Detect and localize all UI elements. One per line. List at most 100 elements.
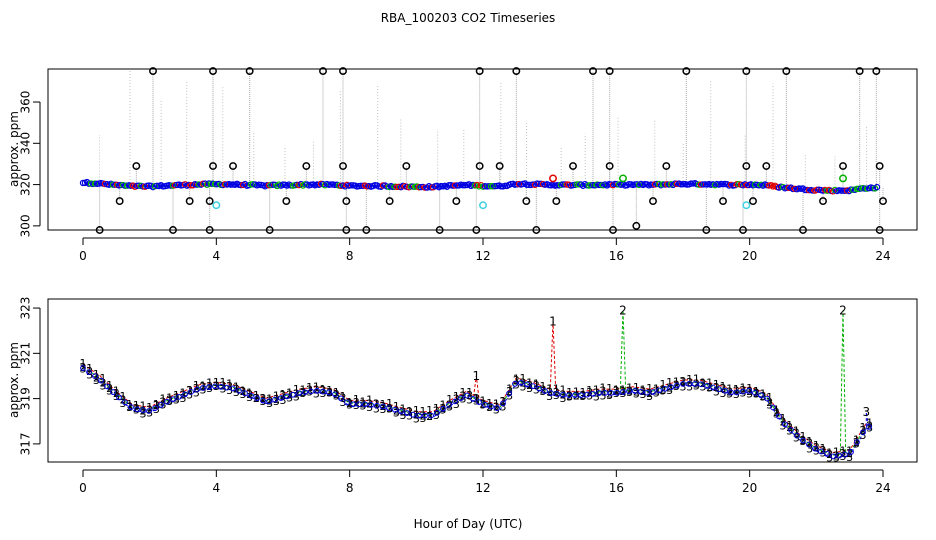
bottom-x-tick-label: 20 — [742, 481, 757, 495]
bottom-point-3: 3 — [773, 408, 780, 421]
top-band-point — [587, 181, 595, 189]
bottom-circle-point — [590, 390, 596, 397]
bottom-point-1: 1 — [666, 376, 673, 389]
bottom-point-1: 1 — [693, 373, 700, 386]
bottom-point-2: 2 — [126, 401, 133, 414]
bottom-circle-point — [854, 439, 860, 446]
bottom-point-2: 2 — [386, 402, 393, 415]
top-band-point — [445, 182, 453, 189]
bottom-point-3: 3 — [306, 386, 313, 399]
bottom-circle-point — [764, 395, 770, 402]
bottom-circle-point — [530, 383, 536, 390]
bottom-point-3: 3 — [453, 398, 460, 411]
top-point-black-mid-low — [115, 197, 124, 206]
bottom-point-3: 3 — [400, 409, 407, 422]
top-point-black-high — [512, 67, 521, 76]
bottom-circle-point — [728, 389, 734, 396]
top-point-black-low — [205, 226, 214, 234]
bottom-point-2: 2 — [553, 386, 560, 399]
bottom-point-2: 2 — [233, 382, 240, 395]
bottom-point-3: 3 — [753, 388, 760, 401]
bottom-point-1: 1 — [833, 446, 840, 459]
bottom-panel: 1 1 1 11 1 11 1 1 1 1 1 1 1 1 1 1 1 1 1 1 1 1 1 1 1 1 1 1 1 1 1 1 1 1 1 1 1 1… — [7, 297, 918, 495]
bottom-point-3: 3 — [626, 386, 633, 399]
bottom-point-1: 1 — [240, 384, 247, 397]
bottom-point-1: 1 — [513, 373, 520, 386]
bottom-point-2: 2 — [626, 384, 633, 397]
top-point-black-mid-low — [522, 197, 531, 206]
top-point-black-mid-high — [495, 162, 504, 170]
bottom-point-2: 2 — [673, 378, 680, 391]
bottom-circle-point — [272, 396, 278, 403]
bottom-circle-point — [230, 385, 236, 392]
top-point-black-mid-high — [402, 162, 411, 170]
bottom-point-1: 1 — [646, 382, 653, 395]
bottom-point-1: 1 — [400, 402, 407, 415]
bottom-point-2: 2 — [606, 387, 613, 400]
bottom-point-3: 3 — [260, 395, 267, 408]
bottom-point-2: 2 — [140, 405, 147, 418]
bottom-point-3: 3 — [806, 442, 813, 455]
bottom-circle-point — [284, 393, 290, 400]
bottom-point-1: 1 — [306, 381, 313, 394]
bottom-point-1: 1 — [560, 384, 567, 397]
bottom-point-2: 2 — [726, 386, 733, 399]
bottom-circle-point — [686, 380, 692, 387]
top-point-black-low — [702, 226, 711, 234]
bottom-point-2: 2 — [686, 376, 693, 389]
top-band-point — [861, 185, 869, 192]
bottom-circle-point — [512, 380, 518, 387]
bottom-circle-point — [422, 412, 428, 419]
bottom-circle-point — [218, 383, 224, 390]
bottom-point-2: 2 — [560, 388, 567, 401]
bottom-point-1: 1 — [453, 390, 460, 403]
bottom-circle-point — [188, 389, 194, 395]
bottom-point-1: 1 — [186, 384, 193, 397]
bottom-point-1: 1 — [233, 380, 240, 393]
bottom-circle-point — [338, 395, 344, 402]
bottom-circle-point — [446, 401, 452, 408]
bottom-point-1: 1 — [800, 430, 807, 443]
bottom-point-3: 3 — [673, 380, 680, 393]
bottom-x-tick-label: 4 — [213, 481, 221, 495]
bottom-circle-point — [548, 390, 554, 397]
bottom-circle-point — [332, 391, 338, 398]
bottom-point-3: 3 — [800, 435, 807, 448]
bottom-x-axis: 0 4 8 12 16 20 24 — [79, 469, 891, 495]
bottom-point-3: 3 — [126, 401, 133, 414]
top-point-black-high — [742, 67, 751, 76]
bottom-point-3: 3 — [713, 385, 720, 398]
bottom-point-2: 2 — [120, 394, 127, 407]
top-band-point — [853, 185, 861, 193]
bottom-y-tick-label: 317 — [19, 432, 33, 455]
bottom-circle-point — [488, 403, 494, 410]
bottom-point-1: 1 — [413, 404, 420, 417]
top-point-black-high — [475, 67, 484, 76]
top-band-point — [489, 183, 497, 190]
bottom-point-3: 3 — [600, 389, 607, 402]
bottom-circle-point — [662, 385, 668, 392]
bottom-point-1: 1 — [140, 399, 147, 412]
bottom-circle-point — [170, 396, 176, 403]
bottom-point-1: 1 — [793, 425, 800, 438]
bottom-point-3: 3 — [833, 452, 840, 465]
bottom-point-3: 3 — [720, 387, 727, 400]
bottom-point-3: 3 — [80, 363, 87, 376]
bottom-point-2: 2 — [153, 399, 160, 412]
top-point-black-mid-low — [185, 197, 194, 206]
top-band-point — [211, 180, 219, 188]
top-band-point — [263, 182, 271, 189]
top-point-cyan — [742, 201, 751, 210]
bottom-point-3: 3 — [786, 424, 793, 437]
top-band-point — [421, 184, 429, 191]
top-y-axis-label: approx. ppm — [7, 111, 21, 187]
bottom-circle-point — [356, 401, 362, 408]
bottom-point-1: 1 — [586, 384, 593, 397]
bottom-point-1: 1 — [786, 419, 793, 432]
bottom-circle-point — [236, 387, 242, 394]
top-x-tick-label: 20 — [742, 249, 757, 263]
bottom-point-2: 2 — [133, 402, 140, 415]
bottom-point-1: 1 — [740, 382, 747, 395]
bottom-point-3: 3 — [206, 382, 213, 395]
bottom-circle-point — [494, 405, 500, 411]
